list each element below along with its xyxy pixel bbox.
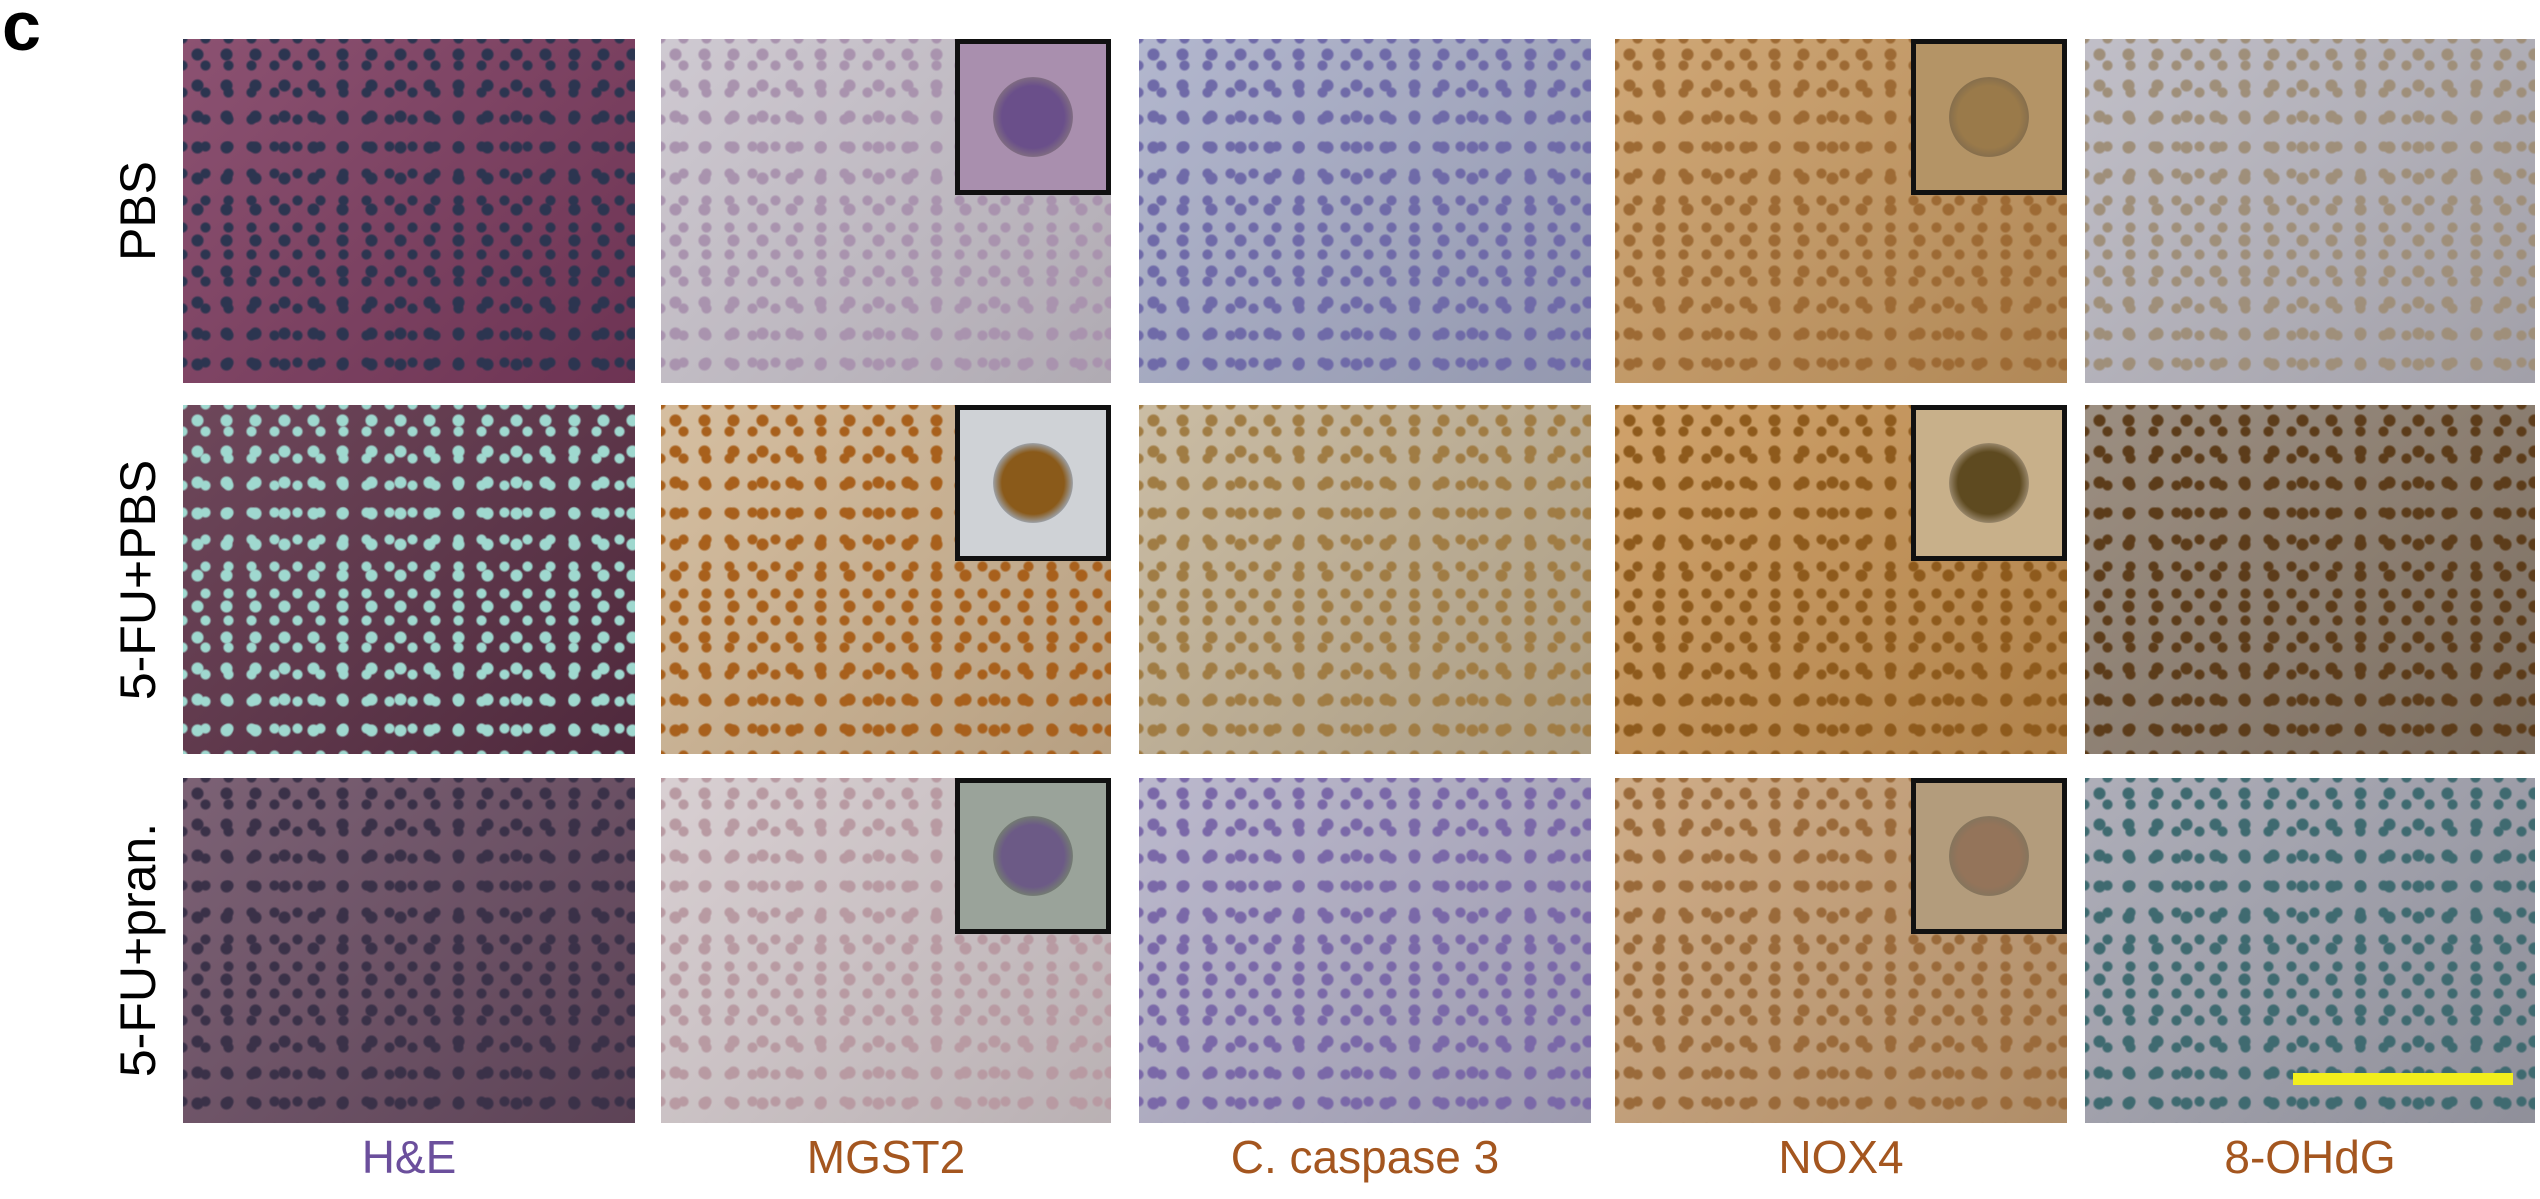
micrograph-mgst2-row2 xyxy=(661,405,1111,754)
nucleus xyxy=(1949,443,2029,523)
column-label-nox4: NOX4 xyxy=(1778,1131,1904,1183)
micrograph-8ohdg-row3 xyxy=(2085,778,2535,1123)
nucleus xyxy=(993,77,1073,157)
magnified-nucleus-inset xyxy=(955,405,1111,561)
micrograph-caspase3-row2 xyxy=(1139,405,1591,754)
nucleus xyxy=(993,816,1073,896)
nucleus xyxy=(993,443,1073,523)
micrograph-mgst2-row3 xyxy=(661,778,1111,1123)
column-label-mgst2: MGST2 xyxy=(806,1131,966,1183)
panel-letter: c xyxy=(2,0,41,65)
magnified-nucleus-inset xyxy=(1911,778,2067,934)
column-label-8ohdg: 8-OHdG xyxy=(2224,1131,2396,1183)
micrograph-caspase3-row1 xyxy=(1139,39,1591,383)
row-label-text: 5-FU+PBS xyxy=(110,459,166,701)
micrograph-nox4-row1 xyxy=(1615,39,2067,383)
nucleus xyxy=(1949,77,2029,157)
micrograph-caspase3-row3 xyxy=(1139,778,1591,1123)
row-label-text: 5-FU+pran. xyxy=(110,822,166,1078)
nucleus xyxy=(1949,816,2029,896)
column-label-caspase3: C. caspase 3 xyxy=(1230,1131,1500,1183)
column-label-he: H&E xyxy=(361,1131,457,1183)
magnified-nucleus-inset xyxy=(955,778,1111,934)
micrograph-he-row2 xyxy=(183,405,635,754)
scale-bar xyxy=(2293,1073,2513,1085)
micrograph-he-row1 xyxy=(183,39,635,383)
micrograph-8ohdg-row2 xyxy=(2085,405,2535,754)
micrograph-8ohdg-row1 xyxy=(2085,39,2535,383)
row-label-text: PBS xyxy=(110,160,166,262)
magnified-nucleus-inset xyxy=(1911,39,2067,195)
magnified-nucleus-inset xyxy=(955,39,1111,195)
micrograph-nox4-row3 xyxy=(1615,778,2067,1123)
micrograph-mgst2-row1 xyxy=(661,39,1111,383)
micrograph-he-row3 xyxy=(183,778,635,1123)
magnified-nucleus-inset xyxy=(1911,405,2067,561)
micrograph-nox4-row2 xyxy=(1615,405,2067,754)
